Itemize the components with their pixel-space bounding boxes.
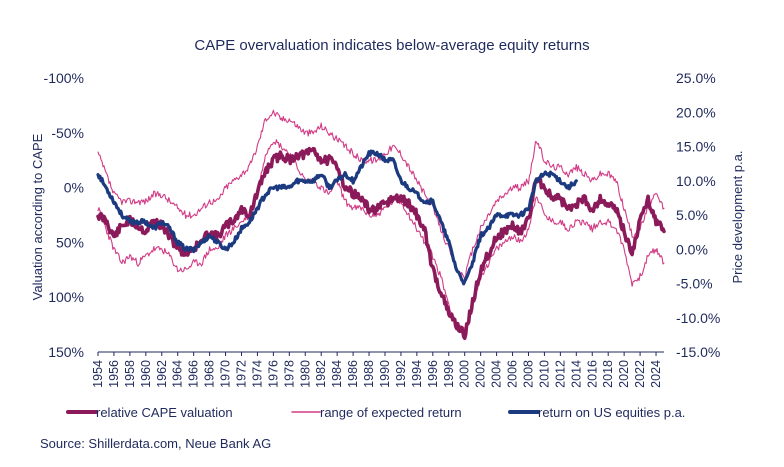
x-tick-label: 1956 bbox=[107, 360, 121, 388]
x-tick-label: 1980 bbox=[298, 360, 312, 388]
x-tick-label: 2024 bbox=[649, 360, 663, 388]
x-tick-label: 2018 bbox=[601, 360, 615, 388]
x-tick-label: 2022 bbox=[633, 360, 647, 388]
x-tick-label: 1998 bbox=[442, 360, 456, 388]
left-tick-label: 50% bbox=[56, 234, 84, 250]
x-tick-label: 1988 bbox=[362, 360, 376, 388]
right-tick-label: 25.0% bbox=[676, 70, 716, 86]
right-tick-label: -15.0% bbox=[676, 344, 720, 360]
legend-label-cape: relative CAPE valuation bbox=[96, 405, 233, 420]
x-tick-label: 2002 bbox=[474, 360, 488, 388]
x-tick-label: 1976 bbox=[266, 360, 280, 388]
series-return-us-equities bbox=[96, 149, 578, 286]
left-tick-label: 150% bbox=[48, 344, 84, 360]
x-tick-label: 2006 bbox=[506, 360, 520, 388]
right-axis-ticks: 25.0% 20.0% 15.0% 10.0% 5.0% 0.0% -5.0% -10.0% -… bbox=[676, 70, 720, 360]
x-tick-label: 1966 bbox=[187, 360, 201, 388]
x-tick-label: 2004 bbox=[490, 360, 504, 388]
x-tick-label: 1968 bbox=[203, 360, 217, 388]
right-tick-label: 5.0% bbox=[676, 207, 708, 223]
x-tick-label: 1994 bbox=[410, 360, 424, 388]
right-tick-label: 10.0% bbox=[676, 173, 716, 189]
legend-label-return: return on US equities p.a. bbox=[538, 405, 685, 420]
x-tick-label: 1986 bbox=[346, 360, 360, 388]
x-tick-label: 2000 bbox=[458, 360, 472, 388]
legend: relative CAPE valuation range of expecte… bbox=[66, 405, 685, 420]
x-tick-label: 1970 bbox=[219, 360, 233, 388]
right-tick-label: 0.0% bbox=[676, 241, 708, 257]
left-tick-label: 100% bbox=[48, 289, 84, 305]
legend-label-range: range of expected return bbox=[320, 405, 462, 420]
x-tick-label: 2014 bbox=[569, 360, 583, 388]
right-tick-label: 15.0% bbox=[676, 139, 716, 155]
x-tick-label: 2008 bbox=[521, 360, 535, 388]
x-axis-ticks: 1954 1956 1958 1960 1962 1964 1966 1968 1970 1972… bbox=[91, 352, 663, 388]
left-tick-label: -50% bbox=[51, 125, 84, 141]
x-tick-label: 1958 bbox=[123, 360, 137, 388]
x-tick-label: 1978 bbox=[282, 360, 296, 388]
left-axis-ticks: -100% -50% 0% 50% 100% 150% bbox=[44, 70, 84, 360]
x-tick-label: 1974 bbox=[250, 360, 264, 388]
x-tick-label: 2010 bbox=[537, 360, 551, 388]
right-axis-label: Price development p.a. bbox=[730, 151, 745, 284]
x-tick-label: 1962 bbox=[155, 360, 169, 388]
x-tick-label: 1954 bbox=[91, 360, 105, 388]
series-range-lower bbox=[97, 139, 665, 336]
x-tick-label: 1984 bbox=[330, 360, 344, 388]
left-axis-label: Valuation according to CAPE bbox=[30, 133, 45, 300]
left-tick-label: 0% bbox=[64, 180, 84, 196]
x-tick-label: 2016 bbox=[585, 360, 599, 388]
x-tick-label: 1982 bbox=[314, 360, 328, 388]
x-tick-label: 1992 bbox=[394, 360, 408, 388]
x-tick-label: 1972 bbox=[234, 360, 248, 388]
right-tick-label: -5.0% bbox=[676, 276, 713, 292]
x-tick-label: 1990 bbox=[378, 360, 392, 388]
left-tick-label: -100% bbox=[44, 70, 84, 86]
x-tick-label: 1960 bbox=[139, 360, 153, 388]
plot-lines bbox=[96, 109, 666, 341]
x-tick-label: 1964 bbox=[171, 360, 185, 388]
x-tick-label: 2020 bbox=[617, 360, 631, 388]
x-tick-label: 2012 bbox=[553, 360, 567, 388]
right-tick-label: 20.0% bbox=[676, 104, 716, 120]
source-note: Source: Shillerdata.com, Neue Bank AG bbox=[40, 436, 271, 451]
right-tick-label: -10.0% bbox=[676, 310, 720, 326]
chart-title: CAPE overvaluation indicates below-avera… bbox=[194, 37, 589, 54]
x-tick-label: 1996 bbox=[426, 360, 440, 388]
